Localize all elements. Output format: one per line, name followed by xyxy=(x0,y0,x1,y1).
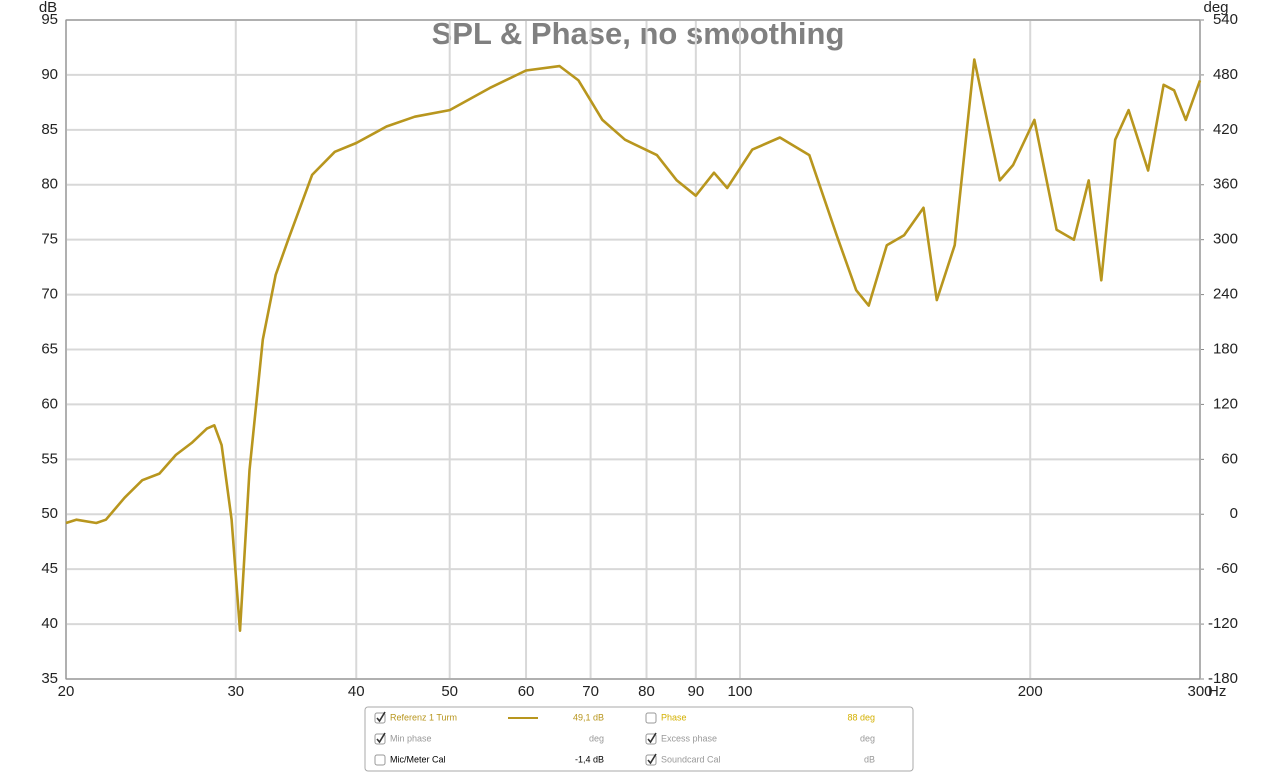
x-tick-label: 20 xyxy=(58,683,75,700)
y-tick-label: 75 xyxy=(41,231,58,248)
y2-tick-label: 420 xyxy=(1213,121,1238,138)
y2-tick-label: 0 xyxy=(1230,505,1238,522)
y2-tick-label: 540 xyxy=(1213,11,1238,28)
y-tick-label: 40 xyxy=(41,615,58,632)
check-mark xyxy=(376,711,386,723)
x-tick-label: 100 xyxy=(727,683,752,700)
legend-readout: -1,4 dB xyxy=(575,754,604,764)
x-tick-label: 300 xyxy=(1187,683,1212,700)
x-tick-label: 80 xyxy=(638,683,655,700)
plot-frame xyxy=(65,19,1201,680)
y-tick-label: 60 xyxy=(41,395,58,412)
y2-tick-label: 60 xyxy=(1221,450,1238,467)
x-tick-label: 60 xyxy=(518,683,535,700)
x-tick-label: 30 xyxy=(227,683,244,700)
checkbox[interactable] xyxy=(645,712,657,724)
x-tick-label: 90 xyxy=(687,683,704,700)
legend-label: Phase xyxy=(661,712,687,722)
y-tick-label: 50 xyxy=(41,505,58,522)
legend-label: Referenz 1 Turm xyxy=(390,712,457,722)
y2-tick-label: 480 xyxy=(1213,66,1238,83)
y2-tick-label: -120 xyxy=(1208,615,1238,632)
legend-readout: 88 deg xyxy=(847,712,875,722)
y-tick-label: 85 xyxy=(41,121,58,138)
y2-tick-label: 240 xyxy=(1213,286,1238,303)
x-tick-label: 70 xyxy=(582,683,599,700)
legend-label: Min phase xyxy=(390,733,432,743)
y-tick-label: 65 xyxy=(41,340,58,357)
y-tick-label: 70 xyxy=(41,286,58,303)
chart-title: SPL & Phase, no smoothing xyxy=(432,16,845,51)
legend-label: Mic/Meter Cal xyxy=(390,754,446,764)
y2-tick-label: 300 xyxy=(1213,231,1238,248)
y-axis-label: dB xyxy=(39,0,57,16)
y-tick-label: 95 xyxy=(41,11,58,28)
y2-axis-label: deg xyxy=(1203,0,1228,16)
check-mark xyxy=(376,732,386,744)
y2-tick-label: 120 xyxy=(1213,395,1238,412)
check-mark xyxy=(647,753,657,765)
check-mark xyxy=(647,732,657,744)
legend-label: Excess phase xyxy=(661,733,717,743)
y-tick-label: 55 xyxy=(41,450,58,467)
legend-label: Soundcard Cal xyxy=(661,754,721,764)
x-unit-label: Hz xyxy=(1208,683,1226,700)
y-tick-label: 80 xyxy=(41,176,58,193)
legend-readout: deg xyxy=(589,733,604,743)
y2-tick-label: 360 xyxy=(1213,176,1238,193)
legend-panel xyxy=(364,706,914,772)
legend-readout: dB xyxy=(864,754,875,764)
legend-readout: 49,1 dB xyxy=(573,712,604,722)
y-tick-label: 35 xyxy=(41,670,58,687)
y-tick-label: 45 xyxy=(41,560,58,577)
checkbox[interactable] xyxy=(374,754,386,766)
x-tick-label: 200 xyxy=(1018,683,1043,700)
y2-tick-label: 180 xyxy=(1213,340,1238,357)
spl-line xyxy=(65,58,1202,632)
y-tick-label: 90 xyxy=(41,66,58,83)
legend-readout: deg xyxy=(860,733,875,743)
x-tick-label: 40 xyxy=(348,683,365,700)
x-tick-label: 50 xyxy=(441,683,458,700)
y2-tick-label: -60 xyxy=(1216,560,1238,577)
y2-tick-label: -180 xyxy=(1208,670,1238,687)
